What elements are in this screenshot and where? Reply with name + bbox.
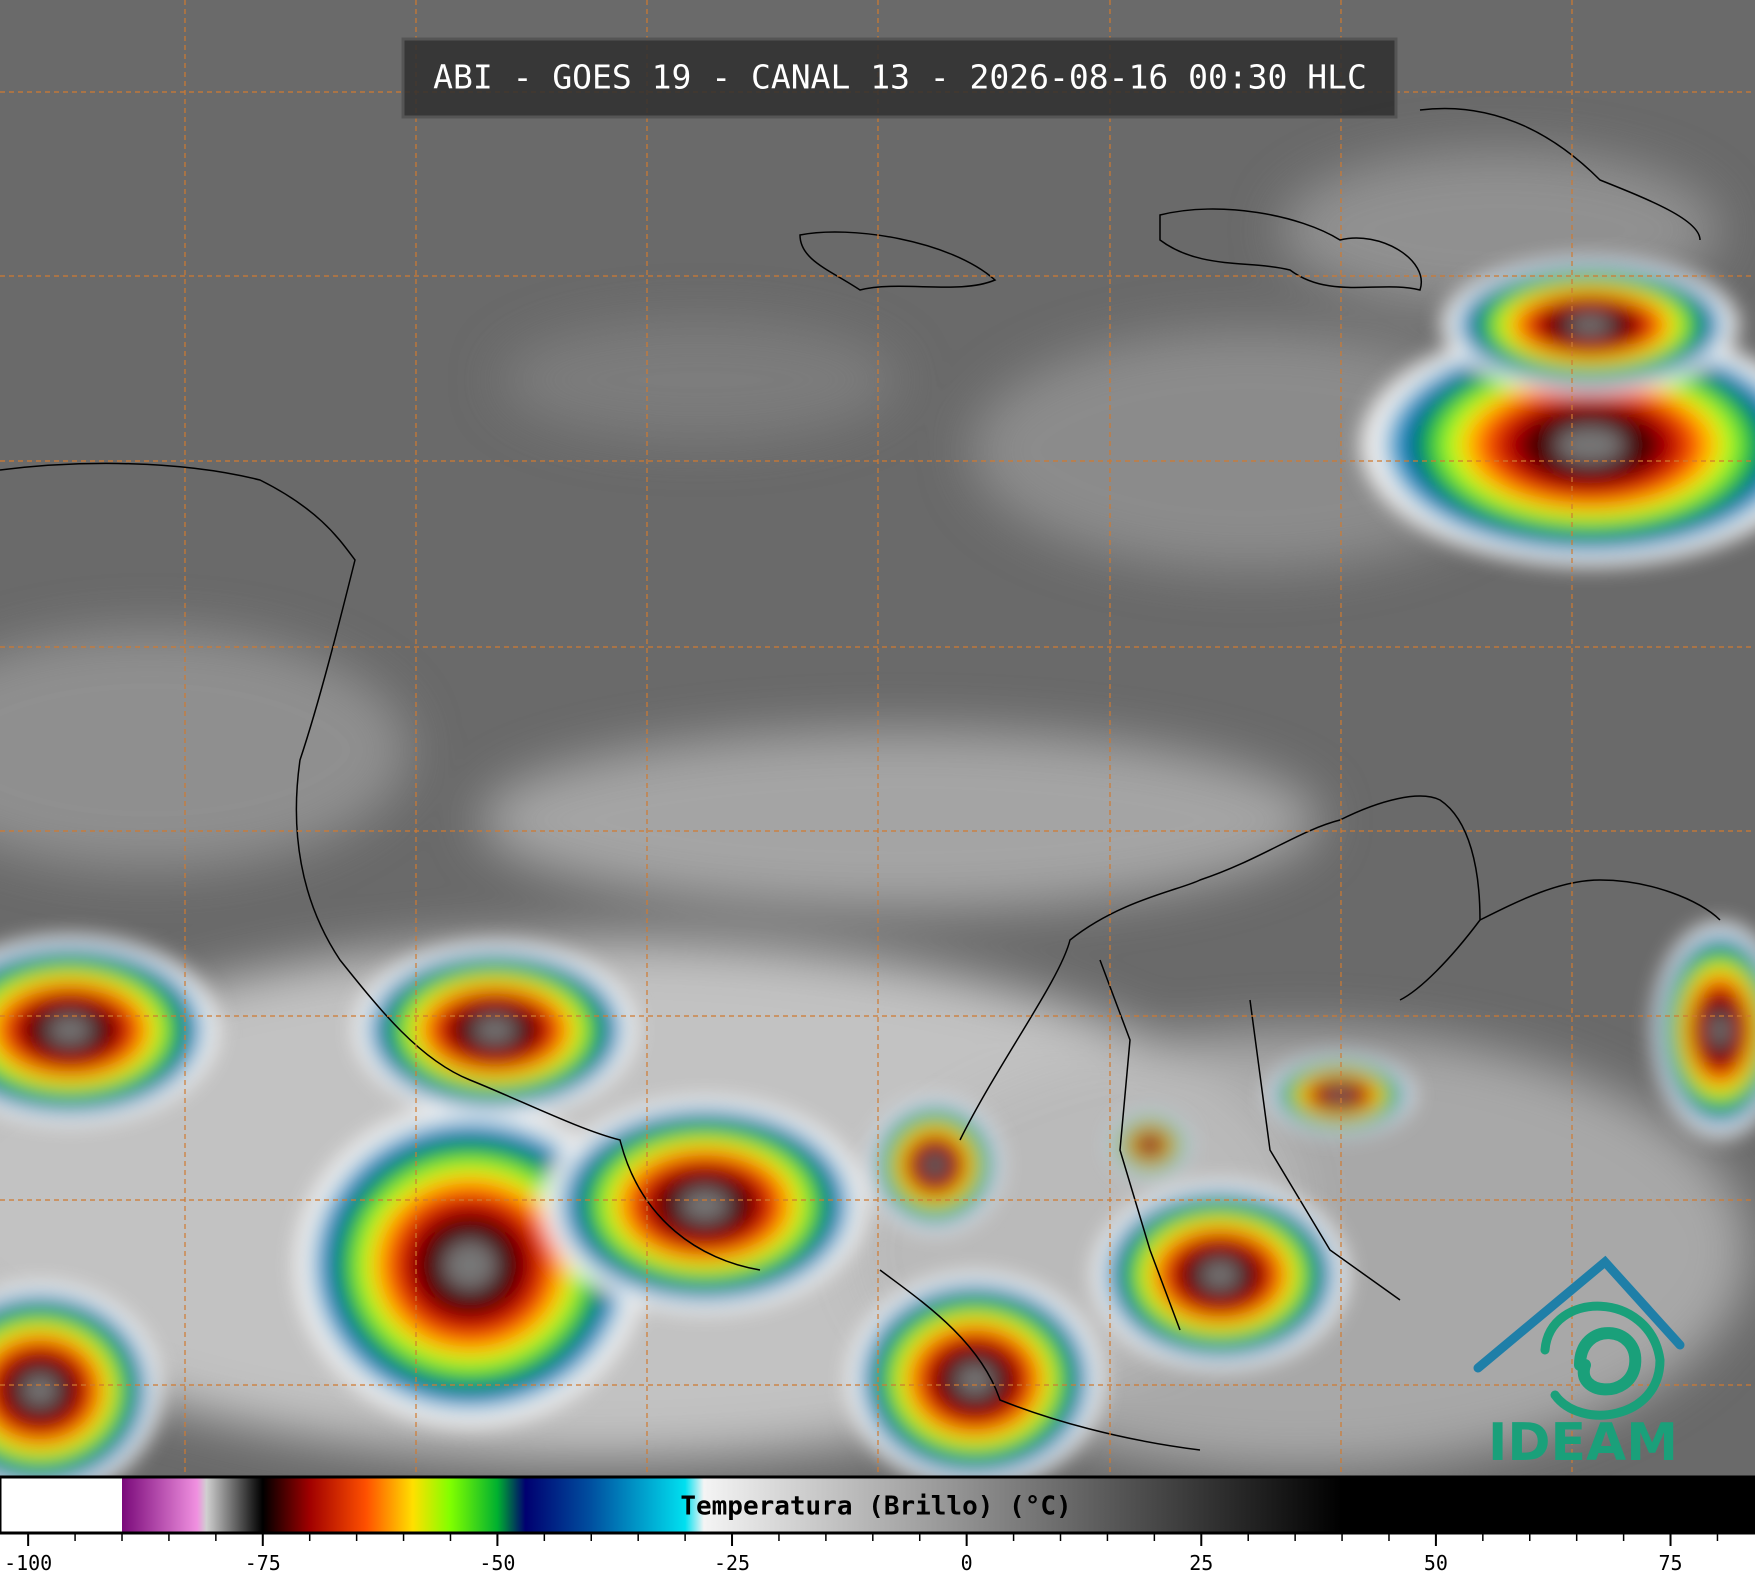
tick-label: -75 — [245, 1551, 281, 1575]
storm-cell — [1556, 427, 1624, 463]
tick-label: 75 — [1658, 1551, 1682, 1575]
storm-cell — [1201, 1261, 1239, 1289]
tick-label: -25 — [714, 1551, 750, 1575]
storm-cell — [22, 1374, 58, 1406]
storm-cell — [1568, 315, 1612, 335]
graticule — [0, 0, 1755, 1477]
tick-label: -100 — [4, 1551, 52, 1575]
tick-label: 50 — [1424, 1551, 1448, 1575]
tick-label: -50 — [479, 1551, 515, 1575]
storm-cell — [956, 1364, 994, 1396]
storm-cell — [48, 1016, 92, 1044]
storm-cell — [444, 1241, 496, 1289]
tick-label: 0 — [961, 1551, 973, 1575]
colorbar-label: Temperatura (Brillo) (°C) — [680, 1492, 1071, 1522]
title-box — [401, 37, 1398, 119]
colorbar-gradient — [0, 1475, 1755, 1535]
satellite-map: ABI - GOES 19 - CANAL 13 - 2026-08-16 00… — [0, 0, 1755, 1477]
storm-cell — [1144, 1140, 1156, 1150]
logo-icon — [1473, 1255, 1685, 1420]
coastlines — [0, 107, 1721, 1451]
title: ABI - GOES 19 - CANAL 13 - 2026-08-16 00… — [433, 58, 1367, 97]
storm-cell — [925, 1155, 945, 1175]
tick-label: 25 — [1189, 1551, 1213, 1575]
storm-cell — [474, 1017, 516, 1043]
logo-text: IDEAM — [1488, 1413, 1678, 1473]
storm-cell — [681, 1189, 729, 1221]
storm-layer — [0, 257, 1755, 1477]
storm-cell — [1710, 1014, 1730, 1046]
colorbar: Temperatura (Brillo) (°C) -100 -75 -50 -25 0… — [0, 1475, 1755, 1575]
storm-cell — [1329, 1089, 1351, 1101]
